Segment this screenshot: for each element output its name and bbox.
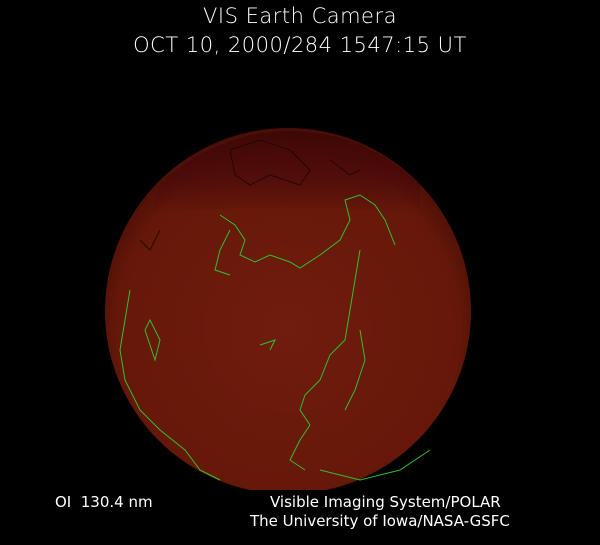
credit-line-2: The University of Iowa/NASA-GSFC [250,512,510,530]
image-timestamp: OCT 10, 2000/284 1547:15 UT [133,33,467,57]
credit-line-1: Visible Imaging System/POLAR [270,493,501,511]
wavelength-label: OI 130.4 nm [55,493,153,511]
image-title: VIS Earth Camera [203,4,397,28]
earth-globe [105,128,471,490]
coastlines [119,194,431,481]
